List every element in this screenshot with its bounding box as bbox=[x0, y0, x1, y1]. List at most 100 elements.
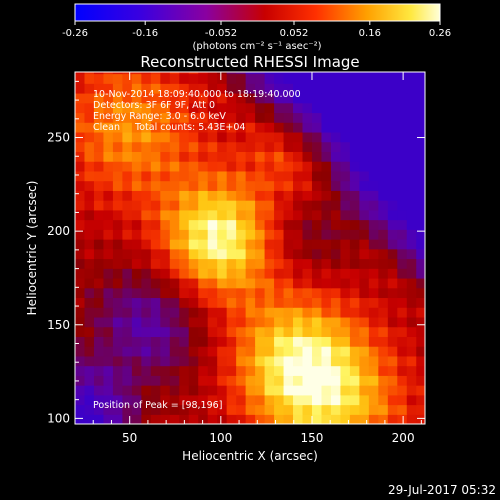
heatmap-cell bbox=[311, 258, 323, 269]
heatmap-cell bbox=[406, 190, 417, 201]
heatmap-cell bbox=[406, 170, 417, 182]
heatmap-cell bbox=[255, 394, 266, 406]
heatmap-cell bbox=[207, 239, 218, 250]
heatmap-cell bbox=[321, 258, 332, 269]
heatmap-cell bbox=[321, 336, 332, 347]
heatmap-cell bbox=[93, 258, 105, 269]
heatmap-cell bbox=[340, 385, 351, 396]
heatmap-cell bbox=[103, 112, 114, 123]
heatmap-cell bbox=[236, 394, 247, 406]
heatmap-cell bbox=[141, 346, 152, 357]
heatmap-cell bbox=[93, 122, 105, 133]
heatmap-cell bbox=[198, 131, 209, 143]
heatmap-cell bbox=[75, 326, 86, 337]
heatmap-cell bbox=[141, 385, 152, 396]
heatmap-cell bbox=[340, 239, 351, 250]
y-tick-label: 100 bbox=[47, 411, 70, 425]
heatmap-cell bbox=[302, 229, 313, 240]
heatmap-cell bbox=[359, 307, 370, 318]
heatmap-cell bbox=[311, 102, 323, 114]
heatmap-cell bbox=[131, 346, 142, 357]
heatmap-cell bbox=[416, 161, 425, 172]
heatmap-cell bbox=[255, 297, 266, 308]
heatmap-cell bbox=[255, 151, 266, 162]
heatmap-cell bbox=[416, 394, 425, 406]
heatmap-cell bbox=[75, 200, 86, 211]
heatmap-cell bbox=[217, 404, 228, 415]
heatmap-cell bbox=[245, 404, 256, 415]
heatmap-cell bbox=[283, 297, 294, 308]
heatmap-cell bbox=[207, 209, 218, 221]
y-tick-label: 250 bbox=[47, 131, 70, 145]
heatmap-cell bbox=[274, 385, 285, 396]
heatmap-cell bbox=[226, 161, 237, 172]
heatmap-cell bbox=[103, 268, 114, 279]
heatmap-cell bbox=[321, 375, 332, 386]
heatmap-cell bbox=[207, 190, 218, 201]
heatmap-cell bbox=[330, 316, 342, 328]
heatmap-cell bbox=[122, 102, 133, 114]
heatmap-cell bbox=[264, 355, 275, 367]
heatmap-cell bbox=[236, 414, 247, 424]
heatmap-cell bbox=[122, 131, 133, 143]
heatmap-cell bbox=[330, 102, 342, 114]
heatmap-cell bbox=[169, 375, 180, 386]
heatmap-cell bbox=[198, 102, 209, 114]
heatmap-cell bbox=[397, 83, 408, 94]
heatmap-cell bbox=[359, 131, 370, 143]
heatmap-cell bbox=[131, 180, 142, 191]
heatmap-cell bbox=[330, 219, 342, 230]
heatmap-cell bbox=[103, 248, 114, 260]
heatmap-cell bbox=[302, 248, 313, 260]
heatmap-cell bbox=[112, 131, 123, 143]
heatmap-cell bbox=[283, 151, 294, 162]
heatmap-cell bbox=[311, 297, 323, 308]
heatmap-cell bbox=[378, 394, 389, 406]
heatmap-cell bbox=[293, 297, 304, 308]
heatmap-cell bbox=[112, 414, 123, 424]
heatmap-cell bbox=[330, 92, 342, 104]
heatmap-cell bbox=[302, 200, 313, 211]
heatmap-cell bbox=[217, 161, 228, 172]
heatmap-cell bbox=[283, 190, 294, 201]
heatmap-cell bbox=[359, 287, 370, 299]
heatmap-cell bbox=[217, 248, 228, 260]
heatmap-cell bbox=[141, 161, 152, 172]
heatmap-cell bbox=[349, 83, 360, 94]
heatmap-cell bbox=[416, 219, 425, 230]
heatmap-cell bbox=[179, 375, 190, 386]
heatmap-cell bbox=[226, 73, 237, 84]
heatmap-cell bbox=[188, 72, 199, 75]
heatmap-cell bbox=[368, 258, 379, 269]
heatmap-cell bbox=[321, 385, 332, 396]
heatmap-cell bbox=[302, 307, 313, 318]
heatmap-cell bbox=[93, 83, 105, 94]
heatmap-cell bbox=[179, 404, 190, 415]
heatmap-cell bbox=[188, 73, 199, 84]
heatmap-cell bbox=[217, 239, 228, 250]
heatmap-cell bbox=[198, 287, 209, 299]
heatmap-cell bbox=[302, 92, 313, 104]
heatmap-cell bbox=[93, 414, 105, 424]
heatmap-cell bbox=[293, 102, 304, 114]
heatmap-cell bbox=[217, 316, 228, 328]
heatmap-cell bbox=[283, 385, 294, 396]
x-axis-ticks: 50 100 150 200 bbox=[92, 72, 422, 445]
heatmap-cell bbox=[264, 414, 275, 424]
heatmap-cell bbox=[406, 209, 417, 221]
heatmap-cell bbox=[330, 258, 342, 269]
heatmap-cell bbox=[330, 394, 342, 406]
heatmap-cell bbox=[359, 414, 370, 424]
heatmap-cell bbox=[75, 404, 86, 415]
heatmap-cell bbox=[207, 268, 218, 279]
heatmap-cell bbox=[397, 209, 408, 221]
heatmap-cell bbox=[112, 170, 123, 182]
heatmap-cell bbox=[236, 219, 247, 230]
heatmap-cell bbox=[226, 258, 237, 269]
heatmap-cell bbox=[217, 258, 228, 269]
heatmap-cell bbox=[169, 336, 180, 347]
heatmap-cell bbox=[103, 239, 114, 250]
heatmap-cell bbox=[378, 414, 389, 424]
heatmap-cell bbox=[179, 102, 190, 114]
heatmap-cell bbox=[330, 248, 342, 260]
